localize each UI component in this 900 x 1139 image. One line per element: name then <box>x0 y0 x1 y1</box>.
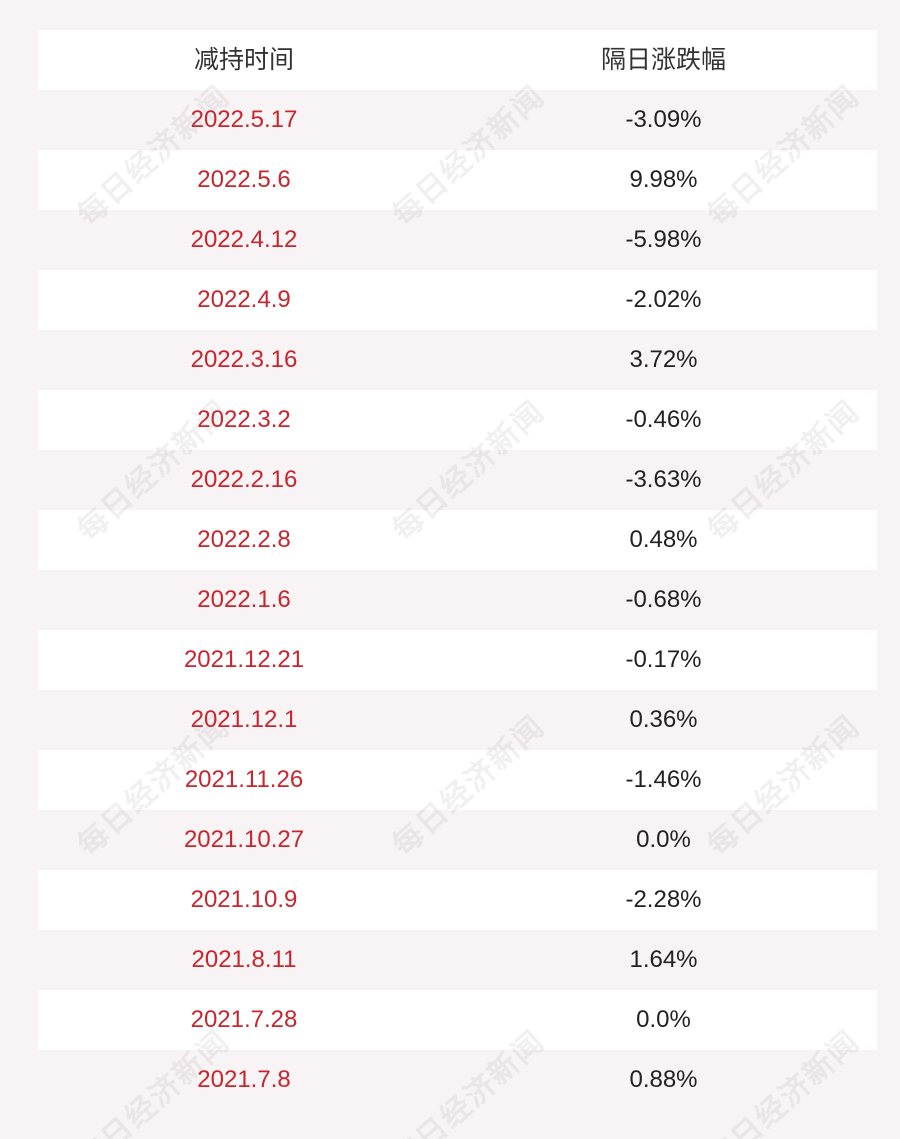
reduction-date-cell: 2021.8.11 <box>191 946 297 973</box>
reduction-date-cell: 2021.12.21 <box>183 646 305 673</box>
table-body: 2022.5.17 -3.09% 2022.5.6 9.98% 2022.4.12 -5.… <box>38 90 877 1110</box>
next-day-change-cell: -0.46% <box>625 406 702 433</box>
header-reduction-date: 减持时间 <box>193 45 294 74</box>
table-row: 2022.1.6 -0.68% <box>38 570 877 630</box>
next-day-change-cell: 0.0% <box>636 826 691 853</box>
reduction-date-cell: 2022.4.9 <box>197 286 291 313</box>
table-row: 2021.8.11 1.64% <box>38 930 877 990</box>
reduction-date-cell: 2022.3.2 <box>197 406 291 433</box>
reduction-date-cell: 2021.7.28 <box>190 1006 298 1033</box>
table-row: 2021.12.21 -0.17% <box>38 630 877 690</box>
reduction-date-cell: 2021.7.8 <box>197 1066 291 1093</box>
data-table: 减持时间 隔日涨跌幅 2022.5.17 -3.09% 2022.5.6 9.98% 2… <box>38 30 877 1110</box>
next-day-change-cell: 0.88% <box>629 1066 698 1093</box>
next-day-change-cell: -1.46% <box>625 766 702 793</box>
next-day-change-cell: -0.17% <box>625 646 702 673</box>
reduction-date-cell: 2022.5.17 <box>190 106 298 133</box>
table-row: 2021.7.8 0.88% <box>38 1050 877 1110</box>
table-header-row: 减持时间 隔日涨跌幅 <box>38 30 877 90</box>
next-day-change-cell: -3.09% <box>625 106 702 133</box>
table-row: 2021.12.1 0.36% <box>38 690 877 750</box>
next-day-change-cell: 3.72% <box>629 346 698 373</box>
reduction-date-cell: 2022.3.16 <box>190 346 298 373</box>
table-row: 2021.7.28 0.0% <box>38 990 877 1050</box>
reduction-date-cell: 2022.1.6 <box>197 586 291 613</box>
reduction-date-cell: 2021.12.1 <box>190 706 298 733</box>
next-day-change-cell: 9.98% <box>629 166 698 193</box>
reduction-date-cell: 2022.5.6 <box>197 166 291 193</box>
reduction-date-cell: 2022.2.16 <box>190 466 298 493</box>
next-day-change-cell: 0.48% <box>629 526 698 553</box>
table-row: 2022.4.12 -5.98% <box>38 210 877 270</box>
table-row: 2022.3.16 3.72% <box>38 330 877 390</box>
table-row: 2021.10.27 0.0% <box>38 810 877 870</box>
next-day-change-cell: -2.28% <box>625 886 702 913</box>
next-day-change-cell: 0.0% <box>636 1006 691 1033</box>
reduction-date-cell: 2022.2.8 <box>197 526 291 553</box>
reduction-date-cell: 2021.10.27 <box>183 826 305 853</box>
table-row: 2021.10.9 -2.28% <box>38 870 877 930</box>
next-day-change-cell: 1.64% <box>629 946 698 973</box>
table-row: 2021.11.26 -1.46% <box>38 750 877 810</box>
table-row: 2022.2.8 0.48% <box>38 510 877 570</box>
next-day-change-cell: -0.68% <box>625 586 702 613</box>
table-row: 2022.3.2 -0.46% <box>38 390 877 450</box>
table-row: 2022.4.9 -2.02% <box>38 270 877 330</box>
reduction-date-cell: 2021.10.9 <box>190 886 298 913</box>
reduction-date-cell: 2021.11.26 <box>184 766 304 793</box>
header-next-day-change: 隔日涨跌幅 <box>600 45 726 74</box>
next-day-change-cell: -2.02% <box>625 286 702 313</box>
next-day-change-cell: -5.98% <box>625 226 702 253</box>
table-row: 2022.5.17 -3.09% <box>38 90 877 150</box>
table-row: 2022.5.6 9.98% <box>38 150 877 210</box>
reduction-date-cell: 2022.4.12 <box>190 226 298 253</box>
next-day-change-cell: -3.63% <box>625 466 702 493</box>
next-day-change-cell: 0.36% <box>629 706 698 733</box>
table-row: 2022.2.16 -3.63% <box>38 450 877 510</box>
